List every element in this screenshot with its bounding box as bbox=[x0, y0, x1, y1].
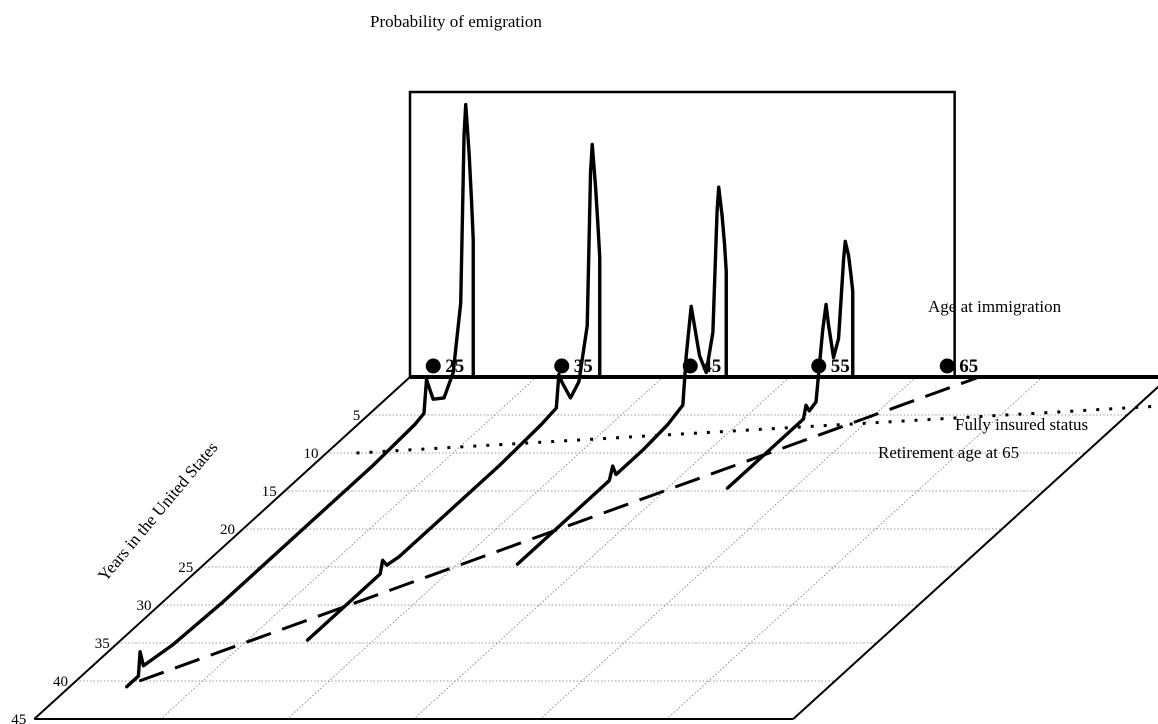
series-age-55 bbox=[725, 239, 855, 490]
grid-line-age bbox=[666, 376, 1043, 720]
grid-line-age bbox=[160, 376, 537, 720]
x-tick-35: 35 bbox=[574, 356, 593, 377]
x-tick-45: 45 bbox=[702, 356, 721, 377]
y-tick-25: 25 bbox=[178, 560, 193, 576]
floor-right-edge bbox=[792, 385, 1158, 720]
y-tick-10: 10 bbox=[304, 446, 319, 462]
back-wall bbox=[408, 90, 956, 377]
grid-line-age bbox=[413, 376, 790, 720]
age-marker-25 bbox=[425, 358, 441, 374]
x-axis-ticks: 25 35 45 55 65 bbox=[445, 356, 978, 377]
x-tick-65: 65 bbox=[959, 356, 978, 377]
y-tick-40: 40 bbox=[53, 674, 68, 690]
series-layer bbox=[125, 102, 855, 689]
floor-left-edge bbox=[33, 376, 411, 720]
y-tick-5: 5 bbox=[353, 408, 361, 424]
x-axis-label: Age at immigration bbox=[928, 297, 1062, 316]
annotation-retirement: Retirement age at 65 bbox=[878, 443, 1019, 462]
age-marker-55 bbox=[811, 358, 827, 374]
chart-frame bbox=[33, 90, 1158, 720]
series-age-25 bbox=[125, 102, 475, 689]
reference-lines bbox=[138, 375, 1158, 683]
series-age-45 bbox=[515, 185, 728, 566]
x-tick-25: 25 bbox=[445, 356, 464, 377]
x-tick-55: 55 bbox=[831, 356, 850, 377]
grid-line-age bbox=[286, 376, 664, 720]
retirement-line bbox=[138, 375, 980, 683]
y-tick-15: 15 bbox=[262, 484, 277, 500]
age-marker-45 bbox=[682, 358, 698, 374]
fully-insured-line bbox=[356, 404, 1158, 455]
y-axis-label: Years in the United States bbox=[94, 438, 222, 585]
y-tick-20: 20 bbox=[220, 522, 235, 538]
annotation-fully-insured: Fully insured status bbox=[955, 415, 1088, 434]
y-tick-30: 30 bbox=[137, 598, 152, 614]
y-tick-45: 45 bbox=[11, 712, 26, 724]
series-age-35 bbox=[305, 142, 602, 642]
grid-line-age bbox=[539, 376, 917, 720]
age-marker-35 bbox=[554, 358, 570, 374]
age-marker-65 bbox=[939, 358, 955, 374]
chart-title: Probability of emigration bbox=[370, 12, 542, 31]
age-markers bbox=[425, 358, 955, 374]
y-axis-ticks: 5 10 15 20 25 30 35 40 45 bbox=[11, 408, 360, 724]
y-tick-35: 35 bbox=[95, 636, 110, 652]
